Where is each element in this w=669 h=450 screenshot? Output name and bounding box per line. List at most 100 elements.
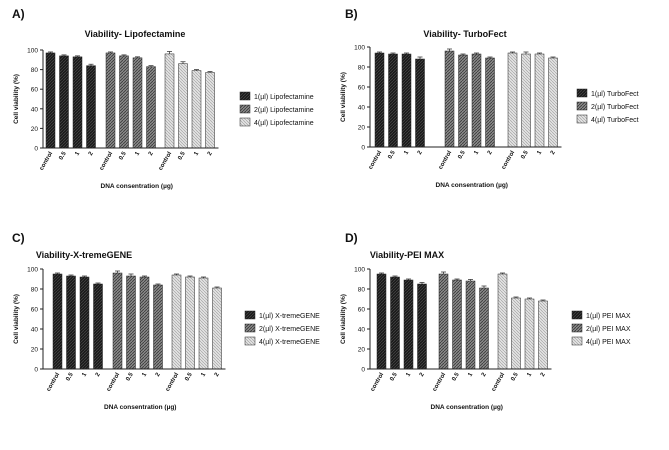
x-tick-label: 1 bbox=[81, 371, 88, 377]
x-tick-label: control bbox=[39, 151, 55, 172]
bar-2-control bbox=[444, 50, 455, 148]
x-tick-label: 1 bbox=[473, 149, 480, 155]
x-tick-label: 0.5 bbox=[387, 149, 397, 160]
bar-2-0.5 bbox=[119, 55, 129, 149]
bar-2-0.5 bbox=[452, 279, 462, 370]
legend-swatch bbox=[244, 310, 256, 320]
bar-1-control bbox=[52, 273, 63, 370]
x-tick-label: 0.5 bbox=[118, 150, 128, 161]
x-tick-label: 2 bbox=[417, 149, 424, 155]
x-tick-label: control bbox=[46, 372, 62, 393]
x-tick-label: 1 bbox=[193, 150, 200, 156]
bar-3-2 bbox=[205, 72, 215, 149]
legend-swatch bbox=[571, 336, 583, 346]
x-tick-label: 1 bbox=[134, 150, 141, 156]
x-tick-label: 1 bbox=[405, 371, 412, 377]
x-tick-label: 1 bbox=[403, 149, 410, 155]
bar-3-1 bbox=[198, 277, 209, 370]
bar-3-0.5 bbox=[178, 63, 188, 149]
x-tick-label: 2 bbox=[487, 149, 494, 155]
x-tick-label: 0.5 bbox=[125, 371, 135, 382]
bar-2-1 bbox=[132, 57, 143, 149]
y-tick-label: 80 bbox=[358, 65, 366, 72]
chart-title: Viability-PEI MAX bbox=[370, 250, 444, 260]
x-tick-label: 2 bbox=[550, 149, 557, 155]
panel-label: B) bbox=[345, 7, 358, 21]
bar-1-2 bbox=[93, 283, 103, 370]
x-axis-label: DNA consentration (µg) bbox=[431, 404, 503, 411]
bar-1-control bbox=[374, 52, 385, 148]
y-axis-label: Cell viability (%) bbox=[340, 294, 347, 344]
x-tick-label: 0.5 bbox=[520, 149, 530, 160]
panel-d: D) Viability-PEI MAX 0 20 40 60 80 100 Cell vi… bbox=[340, 231, 631, 411]
x-tick-label: 1 bbox=[74, 150, 81, 156]
legend-label: 2(µl) Lipofectamine bbox=[254, 107, 314, 114]
bar-3-0.5 bbox=[521, 53, 531, 148]
y-tick-label: 40 bbox=[31, 106, 39, 113]
y-axis-label: Cell viability (%) bbox=[13, 294, 20, 344]
y-tick-label: 100 bbox=[27, 267, 38, 274]
bar-2-1 bbox=[471, 53, 482, 148]
legend-label: 1(µl) Lipofectamine bbox=[254, 94, 314, 101]
bar-3-2 bbox=[538, 300, 548, 370]
x-tick-label: 2 bbox=[155, 371, 162, 377]
bar-3-0.5 bbox=[185, 276, 195, 370]
x-tick-label: control bbox=[370, 372, 386, 393]
bar-2-1 bbox=[139, 276, 150, 370]
legend-swatch bbox=[239, 117, 251, 127]
x-tick-label: 0.5 bbox=[65, 371, 75, 382]
legend-swatch bbox=[239, 91, 251, 101]
x-tick-label: 1 bbox=[141, 371, 148, 377]
legend-swatch bbox=[571, 310, 583, 320]
legend-label: 4(µl) PEI MAX bbox=[586, 339, 631, 346]
panel-label: A) bbox=[12, 7, 25, 21]
bar-2-control bbox=[112, 272, 123, 370]
x-tick-label: control bbox=[432, 372, 448, 393]
bar-1-2 bbox=[415, 58, 425, 148]
x-tick-label: 2 bbox=[95, 371, 102, 377]
panel-label: D) bbox=[345, 231, 358, 245]
bar-1-0.5 bbox=[66, 275, 76, 370]
chart-title: Viability-X-tremeGENE bbox=[36, 250, 132, 260]
x-tick-label: 2 bbox=[148, 150, 155, 156]
bar-2-2 bbox=[479, 287, 489, 370]
bar-2-2 bbox=[485, 57, 495, 148]
bar-1-1 bbox=[403, 279, 414, 370]
x-tick-label: 0.5 bbox=[451, 371, 461, 382]
y-tick-label: 60 bbox=[358, 307, 366, 314]
chart-title: Viability- Lipofectamine bbox=[85, 29, 186, 39]
x-tick-label: 1 bbox=[200, 371, 207, 377]
y-tick-label: 0 bbox=[361, 145, 365, 152]
y-tick-label: 100 bbox=[27, 48, 38, 55]
bar-1-1 bbox=[79, 276, 90, 370]
legend-label: 1(µl) TurboFect bbox=[591, 91, 639, 98]
x-axis-label: DNA consentration (µg) bbox=[101, 183, 173, 190]
x-tick-label: control bbox=[99, 151, 115, 172]
x-tick-label: 2 bbox=[540, 371, 547, 377]
x-tick-label: 2 bbox=[481, 371, 488, 377]
x-axis-label: DNA consentration (µg) bbox=[436, 182, 508, 189]
y-axis-label: Cell viability (%) bbox=[340, 72, 347, 122]
y-tick-label: 80 bbox=[31, 287, 39, 294]
x-tick-label: 0.5 bbox=[389, 371, 399, 382]
x-tick-label: control bbox=[106, 372, 122, 393]
x-tick-label: 0.5 bbox=[177, 150, 187, 161]
bar-3-2 bbox=[212, 287, 222, 370]
x-tick-label: 0.5 bbox=[58, 150, 68, 161]
legend-swatch bbox=[244, 336, 256, 346]
y-tick-label: 100 bbox=[354, 45, 365, 52]
bar-1-control bbox=[376, 273, 387, 370]
legend-label: 4(µl) Lipofectamine bbox=[254, 120, 314, 127]
x-tick-label: 0.5 bbox=[457, 149, 467, 160]
y-tick-label: 0 bbox=[34, 146, 38, 153]
y-tick-label: 40 bbox=[31, 327, 39, 334]
x-tick-label: control bbox=[158, 151, 174, 172]
legend-swatch bbox=[571, 323, 583, 333]
panel-b: B) Viability- TurboFect 0 20 40 60 80 100 Cell… bbox=[340, 7, 639, 189]
legend-label: 2(µl) TurboFect bbox=[591, 104, 639, 111]
legend-label: 1(µl) PEI MAX bbox=[586, 313, 631, 320]
x-tick-label: 1 bbox=[536, 149, 543, 155]
bar-2-1 bbox=[465, 280, 476, 370]
x-tick-label: 0.5 bbox=[184, 371, 194, 382]
